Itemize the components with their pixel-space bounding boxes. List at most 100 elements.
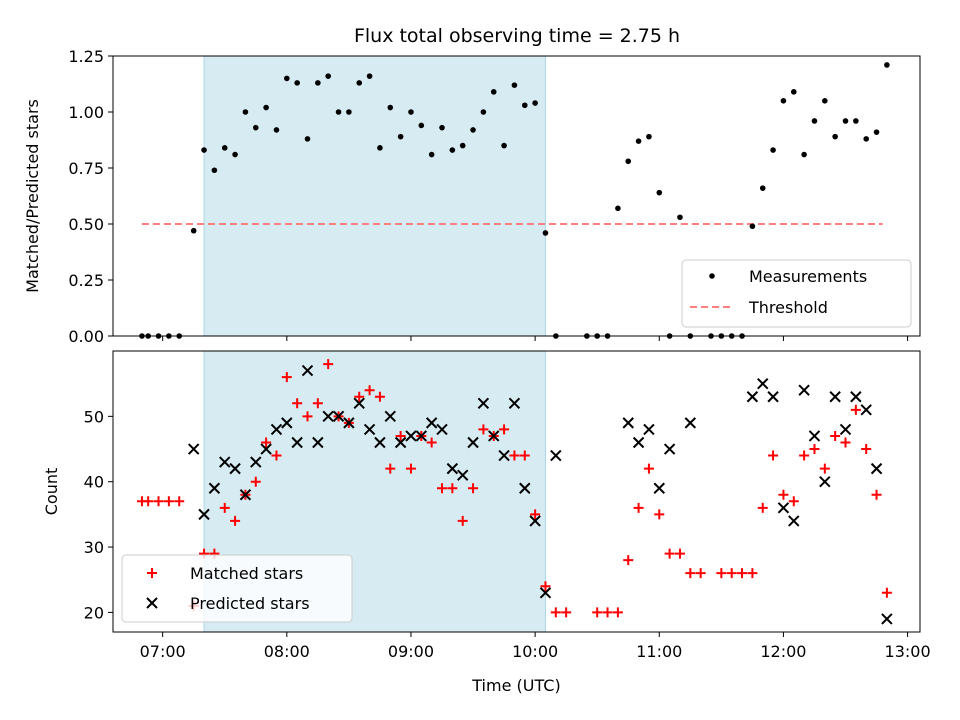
- measurement-point: [232, 151, 238, 158]
- measurement-point: [873, 129, 880, 135]
- predicted-star-point: [808, 430, 821, 442]
- predicted-star-point: [260, 443, 272, 455]
- bottom-panel-frame: [112, 350, 921, 633]
- predicted-star-point: [446, 462, 459, 475]
- measurement-point: [759, 185, 766, 191]
- measurement-point: [822, 98, 828, 104]
- matched-star-point: [633, 502, 644, 513]
- matched-star-point: [726, 568, 737, 579]
- measurement-point: [252, 124, 259, 131]
- predicted-star-point: [456, 469, 469, 481]
- chart-title: Flux total observing time = 2.75 h: [354, 25, 680, 47]
- bottom-y-tick-label: 50: [84, 407, 104, 426]
- measurement-point: [480, 109, 487, 115]
- measurement-point: [842, 118, 849, 124]
- x-tick-label: 09:00: [388, 642, 434, 661]
- matched-star-point: [530, 509, 541, 520]
- measurement-point: [408, 109, 414, 115]
- predicted-star-point: [312, 436, 324, 449]
- matched-star-point: [788, 496, 799, 507]
- matched-star-point: [737, 568, 748, 579]
- predicted-star-point: [332, 410, 345, 423]
- predicted-star-point: [322, 410, 334, 423]
- predicted-star-point: [829, 391, 841, 403]
- matched-star-point: [871, 489, 882, 500]
- x-tick-label: 11:00: [636, 642, 682, 661]
- measurement-point: [221, 145, 228, 151]
- count-points: [136, 359, 893, 625]
- predicted-star-point: [343, 417, 355, 429]
- measurement-points: [139, 62, 890, 339]
- top-panel-frame: [112, 55, 921, 337]
- predicted-star-point: [187, 443, 200, 455]
- matched-star-point: [468, 483, 479, 494]
- matched-star-point: [674, 548, 685, 559]
- matched-star-point: [395, 430, 406, 441]
- measurement-point: [656, 189, 663, 196]
- measurement-point: [677, 214, 683, 221]
- matched-star-point: [364, 385, 375, 396]
- matched-star-point: [143, 496, 154, 507]
- predicted-star-point: [301, 364, 314, 377]
- predicted-star-point: [405, 430, 417, 442]
- measurement-point: [801, 151, 807, 158]
- predicted-star-point: [529, 515, 541, 527]
- measurement-point: [749, 223, 756, 230]
- matched-star-point: [478, 424, 489, 435]
- bottom-legend: Matched stars Predicted stars: [121, 554, 353, 623]
- measurement-point: [635, 138, 642, 144]
- matched-star-point: [685, 568, 696, 579]
- measurement-point: [356, 80, 363, 86]
- measurement-point: [273, 127, 280, 133]
- measurement-point: [811, 118, 818, 124]
- predicted-star-point: [550, 449, 562, 462]
- predicted-star-point: [539, 587, 552, 599]
- predicted-star-point: [208, 482, 221, 494]
- legend-measurement-label: Measurements: [749, 267, 867, 286]
- top-y-tick-label: 1.25: [68, 47, 104, 66]
- measurement-point: [284, 75, 290, 82]
- measurement-point: [646, 133, 652, 140]
- matched-star-point: [302, 411, 313, 422]
- predicted-star-point: [498, 449, 510, 462]
- matched-star-point: [405, 463, 416, 474]
- legend-predicted-marker: [146, 597, 158, 609]
- measurement-point: [470, 127, 476, 133]
- measurement-point: [242, 109, 249, 115]
- predicted-star-point: [777, 502, 790, 514]
- measurement-point: [439, 124, 445, 131]
- top-y-tick-label: 0.50: [68, 215, 104, 234]
- measurement-point: [511, 82, 518, 88]
- measurement-point: [346, 109, 352, 115]
- measurement-point: [428, 151, 435, 158]
- matched-star-point: [819, 463, 830, 474]
- matched-star-point: [499, 424, 510, 435]
- measurement-point: [884, 62, 890, 68]
- predicted-star-point: [353, 397, 365, 409]
- measurement-point: [294, 80, 300, 86]
- matched-star-point: [519, 450, 530, 461]
- matched-star-point: [850, 404, 861, 415]
- matched-star-point: [799, 450, 810, 461]
- predicted-star-point: [394, 436, 407, 449]
- predicted-star-point: [860, 404, 872, 416]
- predicted-star-point: [881, 613, 893, 625]
- predicted-star-point: [798, 384, 810, 396]
- predicted-star-point: [281, 417, 293, 429]
- measurement-point: [490, 89, 497, 95]
- matched-star-point: [219, 502, 230, 513]
- measurement-point: [532, 100, 538, 106]
- matched-star-point: [447, 483, 458, 494]
- predicted-star-point: [374, 436, 386, 449]
- legend-frame: [121, 554, 353, 623]
- predicted-star-point: [757, 377, 769, 390]
- matched-star-point: [747, 568, 758, 579]
- matched-star-point: [881, 587, 892, 598]
- bottom-y-tick-label: 20: [84, 603, 104, 622]
- predicted-star-point: [850, 391, 862, 403]
- measurement-point: [366, 73, 373, 79]
- matched-star-point: [230, 515, 241, 526]
- matched-star-point: [385, 463, 396, 474]
- predicted-star-point: [198, 508, 210, 521]
